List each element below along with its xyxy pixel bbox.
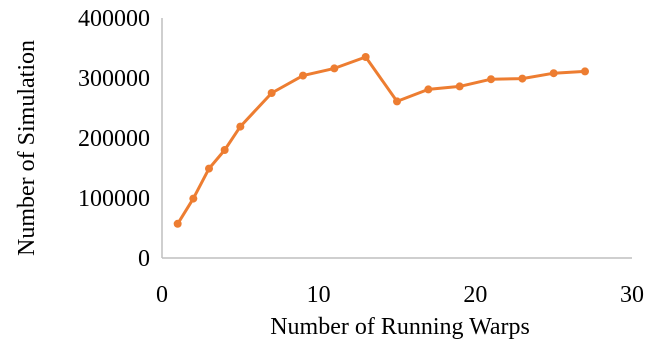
- x-tick-label: 0: [156, 282, 168, 308]
- data-point: [299, 71, 307, 80]
- y-axis-title: Number of Simulation: [14, 40, 40, 256]
- data-point: [487, 75, 495, 84]
- x-tick-labels: 0 10 20 30: [156, 282, 644, 308]
- y-tick-label: 100000: [78, 186, 150, 212]
- series-line: [176, 55, 586, 225]
- y-tick-label: 0: [138, 246, 150, 272]
- data-point: [173, 219, 182, 228]
- data-point: [424, 85, 433, 94]
- data-point: [361, 53, 370, 61]
- x-tick-label: 30: [620, 282, 644, 308]
- x-tick-label: 20: [463, 282, 487, 308]
- data-point: [393, 97, 401, 106]
- data-point: [330, 64, 339, 73]
- data-point: [518, 74, 527, 83]
- data-points: [173, 53, 589, 228]
- y-tick-label: 400000: [78, 6, 150, 32]
- x-axis-title: Number of Running Warps: [270, 314, 530, 339]
- data-point: [236, 122, 245, 131]
- x-tick-label: 10: [307, 282, 331, 308]
- y-tick-label: 200000: [78, 126, 150, 152]
- y-tick-labels: 0 100000 200000 300000 400000: [78, 6, 150, 272]
- data-point: [581, 67, 589, 76]
- data-point: [455, 82, 464, 91]
- data-point: [189, 194, 198, 203]
- data-point: [220, 146, 229, 154]
- data-point: [267, 89, 276, 97]
- y-tick-label: 300000: [78, 66, 150, 92]
- data-point: [549, 69, 558, 78]
- data-point: [205, 164, 213, 173]
